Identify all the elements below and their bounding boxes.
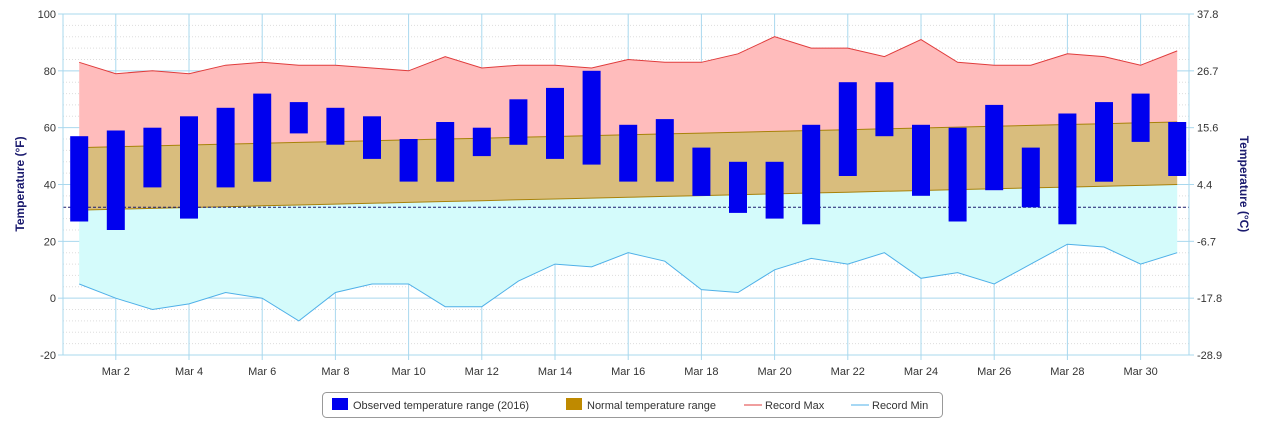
x-tick-label: Mar 24 [904,366,938,378]
x-tick-label: Mar 2 [102,366,130,378]
y-tick-label-right: 37.8 [1197,9,1218,21]
observed-range-bar [472,127,491,157]
observed-range-bar [326,107,345,145]
y-tick-label-right: -28.9 [1197,350,1222,362]
record-max-line [79,36,1178,75]
legend: Observed temperature range (2016) Normal … [322,392,943,418]
y-axis-title-right-text: Temperature (°C) [1237,136,1251,233]
legend-record-min-label: Record Min [872,400,928,412]
x-tick-label: Mar 12 [465,366,499,378]
x-tick-label: Mar 18 [684,366,718,378]
x-tick-label: Mar 8 [321,366,349,378]
y-tick-label-left: 20 [44,236,56,248]
observed-range-bar [436,122,455,182]
observed-range-bar [765,161,784,219]
x-tick-label: Mar 28 [1050,366,1084,378]
y-axis-title-left-text: Temperature (°F) [13,136,27,231]
observed-range-bar [70,136,89,222]
x-tick-label: Mar 10 [391,366,425,378]
observed-range-bar [180,116,198,219]
x-tick-label: Mar 30 [1123,366,1157,378]
observed-range-bar [143,127,162,188]
x-tick-label: Mar 16 [611,366,645,378]
observed-range-bar [912,124,930,196]
observed-range-bar [655,119,674,182]
axes: -20 -28.9 0 -17.8 20 -6.7 40 4.4 60 15.6 80 26.7 100… [38,9,1222,378]
observed-bars [70,70,1187,230]
observed-range-bar [729,161,747,213]
y-tick-label-right: 26.7 [1197,66,1218,78]
y-tick-label-left: 0 [50,293,56,305]
observed-range-bar [838,82,857,176]
legend-observed-label: Observed temperature range (2016) [353,400,529,412]
observed-range-bar [509,99,528,145]
y-tick-label-left: 80 [44,66,56,78]
observed-range-bar [1131,93,1150,142]
observed-range-bar [1058,113,1077,225]
y-axis-title-right: Temperature (°C) [1237,136,1251,233]
x-tick-label: Mar 26 [977,366,1011,378]
y-tick-label-left: 60 [44,123,56,135]
y-tick-label-right: 15.6 [1197,123,1218,135]
legend-normal-label: Normal temperature range [587,400,716,412]
legend-record-max-label: Record Max [765,400,825,412]
observed-range-bar [106,130,125,230]
legend-observed-swatch [332,398,348,410]
y-tick-label-left: 40 [44,180,56,192]
observed-range-bar [289,102,308,134]
x-tick-label: Mar 20 [757,366,791,378]
observed-range-bar [363,116,381,159]
observed-range-bar [692,147,711,196]
x-tick-label: Mar 4 [175,366,203,378]
y-tick-label-left: -20 [40,350,56,362]
y-tick-label-right: -17.8 [1197,293,1222,305]
observed-range-bar [216,107,235,188]
x-tick-label: Mar 6 [248,366,276,378]
y-tick-label-right: -6.7 [1197,236,1216,248]
observed-range-bar [253,93,272,182]
legend-box [322,392,943,418]
observed-range-bar [399,139,418,182]
observed-range-bar [875,82,894,137]
y-tick-label-left: 100 [38,9,56,21]
x-tick-label: Mar 14 [538,366,572,378]
record-min-line [79,243,1178,322]
observed-range-bar [985,104,1004,191]
y-tick-label-right: 4.4 [1197,180,1212,192]
y-axis-title-left: Temperature (°F) [13,136,27,231]
observed-range-bar [1021,147,1040,208]
observed-range-bar [619,124,638,182]
x-tick-label: Mar 22 [831,366,865,378]
observed-range-bar [948,127,967,222]
observed-range-bar [1168,122,1187,176]
record-max-band [79,36,1178,148]
observed-range-bar [802,124,821,225]
observed-range-bar [1095,102,1113,182]
observed-range-bar [582,70,601,165]
legend-normal-swatch [566,398,582,410]
observed-range-bar [546,87,564,159]
